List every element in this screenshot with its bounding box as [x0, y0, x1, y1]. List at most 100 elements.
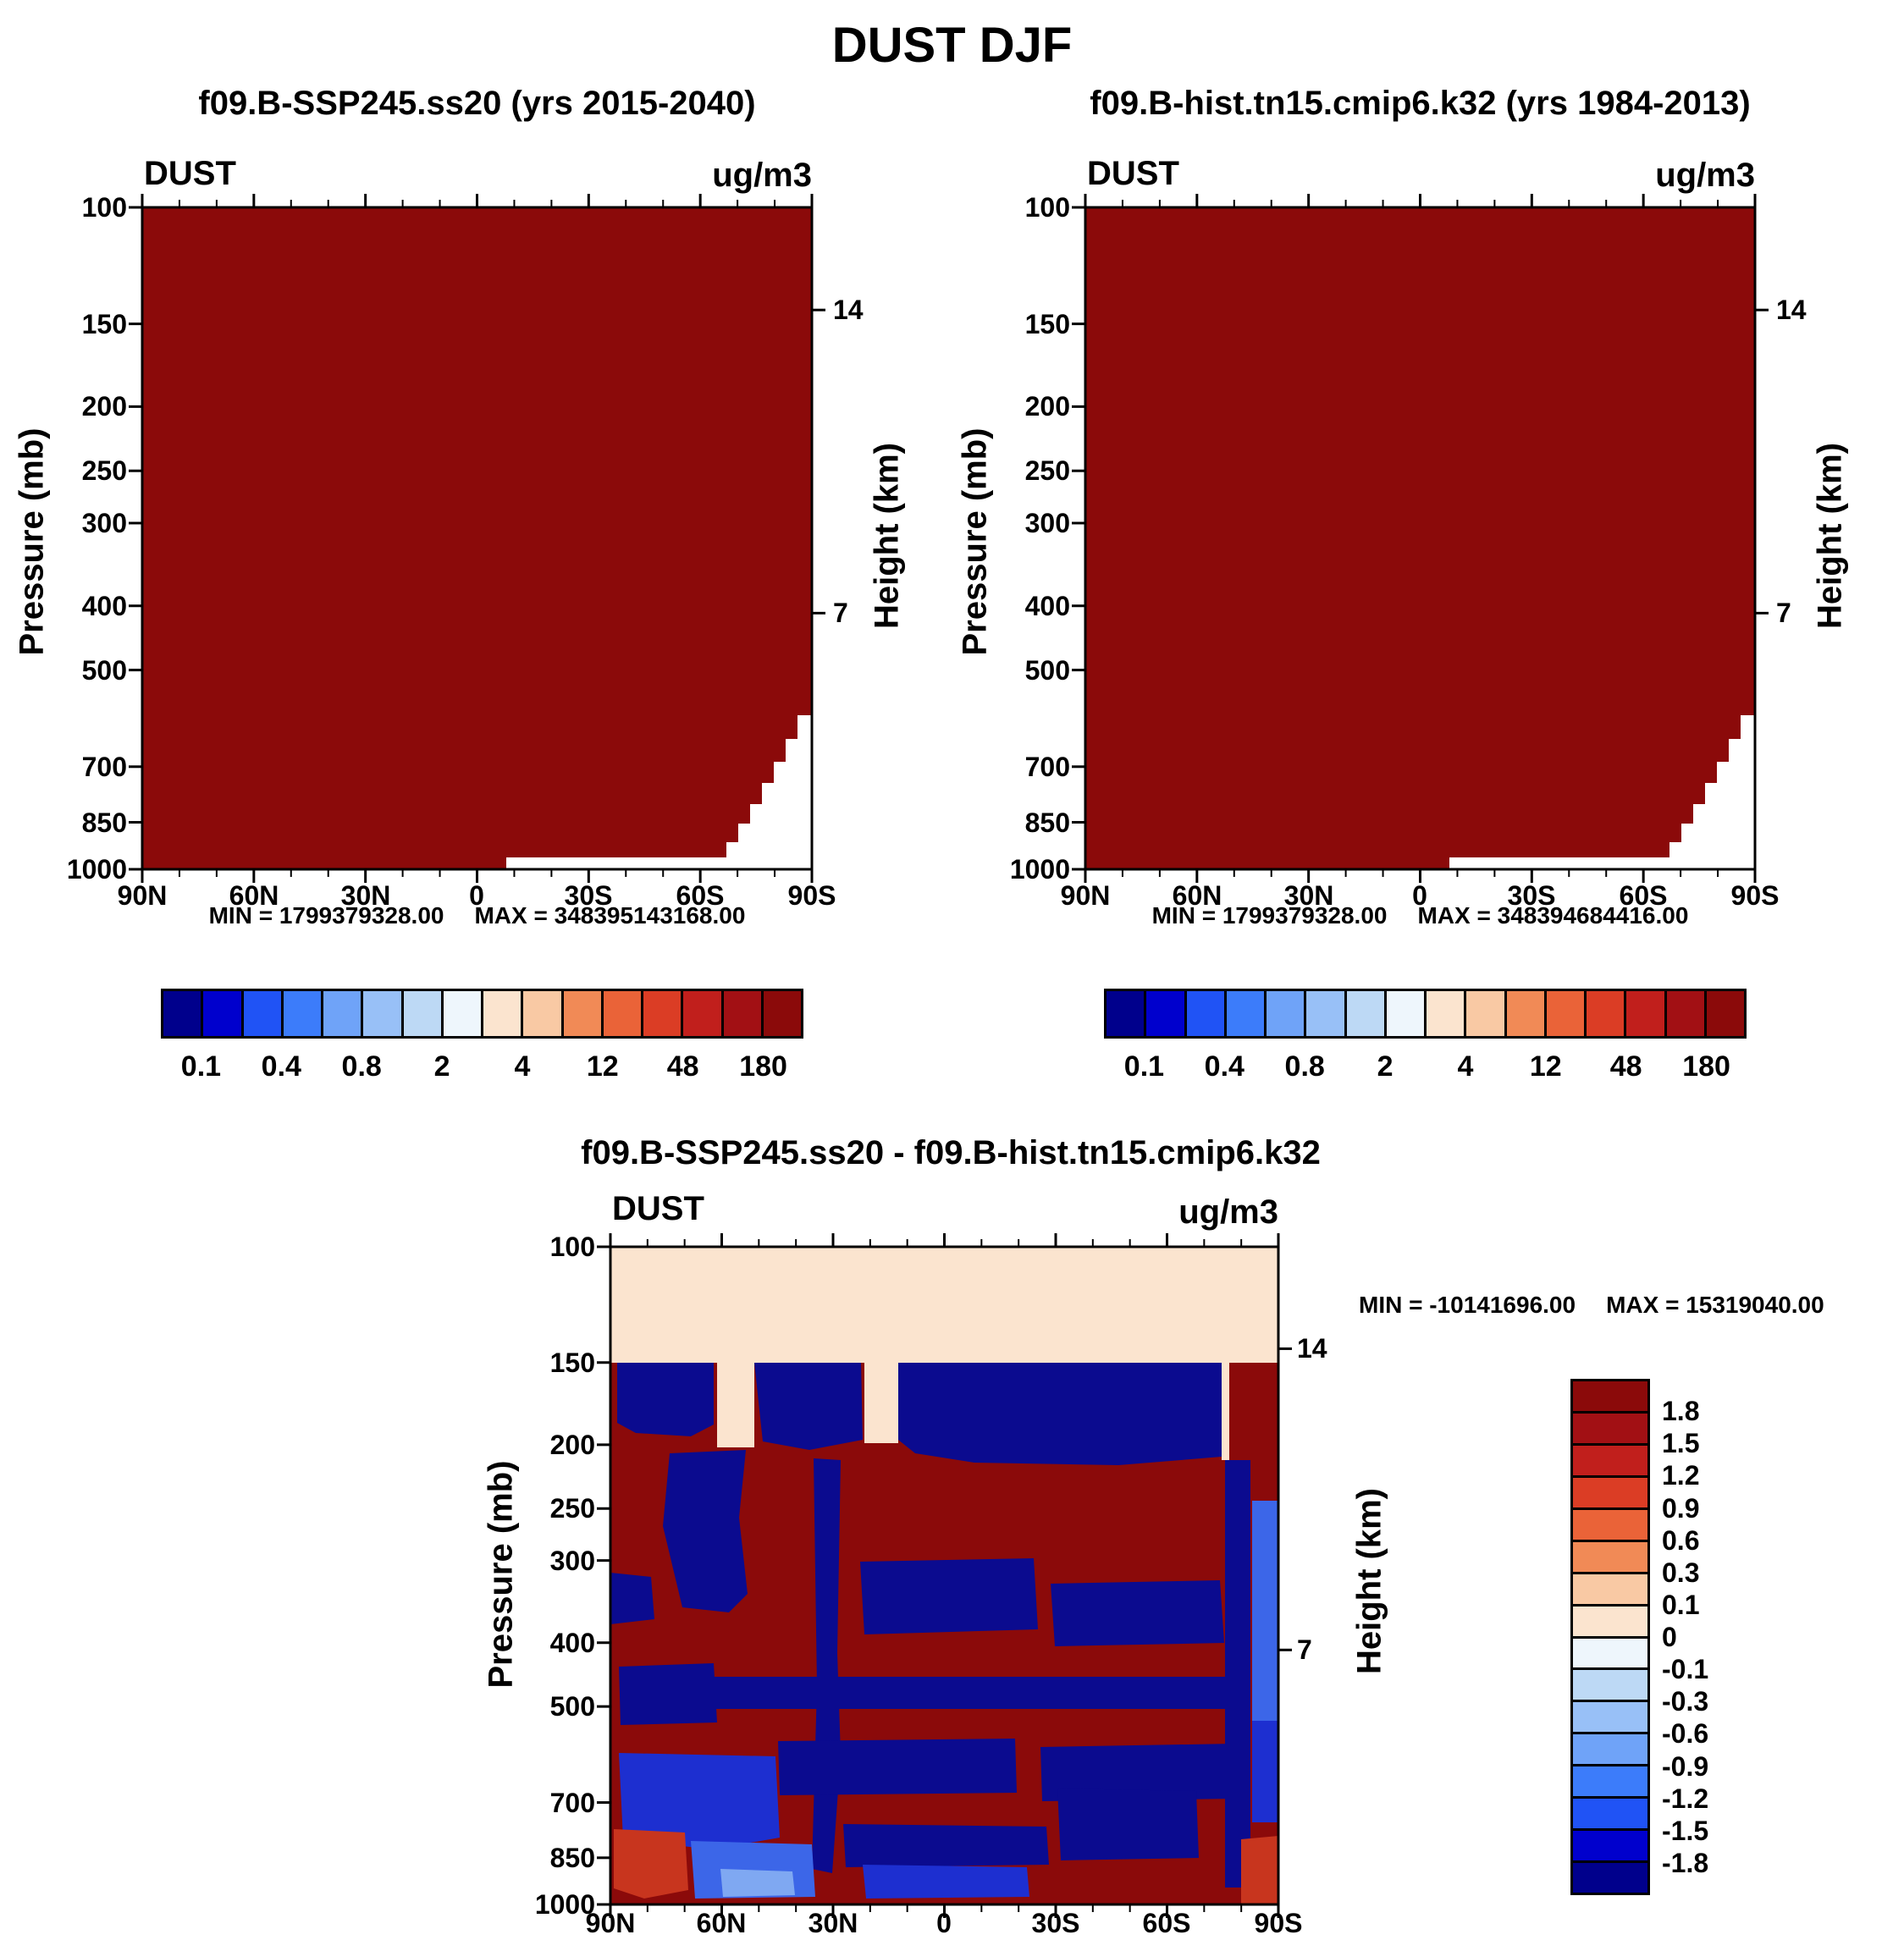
colorbar-cell — [1267, 991, 1307, 1036]
pressure-tick: 850 — [81, 807, 127, 838]
colorbar-label: 180 — [1682, 1050, 1730, 1083]
lat-tick: 60S — [1142, 1908, 1191, 1938]
colorbar-label: 4 — [514, 1050, 531, 1083]
pressure-tick: 700 — [549, 1788, 595, 1818]
pressure-tick: 100 — [549, 1232, 595, 1262]
negative-anomaly-region — [778, 1739, 1017, 1795]
colorbar-cell — [1573, 1445, 1647, 1478]
colorbar-cell — [1573, 1381, 1647, 1414]
panel1-title: f09.B-SSP245.ss20 (yrs 2015-2040) — [198, 85, 756, 122]
colorbar-label: 0.1 — [180, 1050, 222, 1083]
lat-tick: 60S — [676, 880, 725, 911]
pressure-tick: 700 — [81, 752, 127, 782]
colorbar-cell — [1226, 991, 1267, 1036]
pressure-tick: 400 — [549, 1628, 595, 1658]
colorbar-cell — [523, 991, 564, 1036]
figure-title: DUST DJF — [831, 18, 1073, 73]
pressure-tick: 500 — [1024, 655, 1070, 686]
panel2-colorbar — [1104, 989, 1747, 1039]
moderate-positive-region — [614, 1829, 688, 1899]
panel2-terrain-mask — [1449, 715, 1755, 869]
negative-anomaly-region — [1051, 1580, 1224, 1646]
colorbar-cell — [1146, 991, 1187, 1036]
colorbar-cell — [203, 991, 244, 1036]
negative-anomaly-region — [1057, 1788, 1199, 1860]
pressure-tick: 850 — [549, 1843, 595, 1873]
lat-tick: 90N — [117, 880, 168, 911]
lat-tick: 90S — [787, 880, 836, 911]
pressure-tick: 1000 — [534, 1889, 595, 1920]
moderate-negative-region — [863, 1865, 1029, 1899]
pressure-tick: 150 — [81, 309, 127, 339]
panel2-dust-field — [1085, 207, 1755, 869]
negative-anomaly-region — [754, 1363, 863, 1450]
pressure-tick: 250 — [549, 1493, 595, 1524]
colorbar-cell — [403, 991, 444, 1036]
colorbar-label: 0.8 — [1284, 1050, 1325, 1083]
panel1-colorbar-labels: 0.1 0.4 0.8 2 4 12 48 180 — [161, 1052, 803, 1086]
panel1-stats: MIN = 1799379328.00 MAX = 348395143168.0… — [142, 902, 812, 929]
moderate-negative-region — [619, 1753, 780, 1849]
panel1-cross-section-plot — [129, 194, 825, 883]
colorbar-label: 1.8 — [1662, 1396, 1700, 1426]
colorbar-cell — [1306, 991, 1347, 1036]
colorbar-cell — [1666, 991, 1707, 1036]
pressure-tick: 850 — [1024, 807, 1070, 838]
colorbar-label: 0.1 — [1662, 1590, 1700, 1620]
colorbar-label: 0 — [1662, 1622, 1677, 1652]
moderate-positive-region — [1241, 1836, 1278, 1904]
weak-positive-sliver — [1222, 1363, 1229, 1460]
panel2-height-axis-label: Height (km) — [1811, 443, 1849, 629]
weak-negative-region — [1252, 1501, 1278, 1721]
pressure-tick: 700 — [1024, 752, 1070, 782]
pressure-tick: 300 — [1024, 508, 1070, 538]
colorbar-cell — [1573, 1573, 1647, 1607]
panel1-units-label: ug/m3 — [712, 157, 812, 194]
colorbar-cell — [1573, 1606, 1647, 1639]
colorbar-cell — [1186, 991, 1227, 1036]
colorbar-cell — [1626, 991, 1667, 1036]
lat-tick: 0 — [936, 1908, 952, 1938]
colorbar-cell — [1587, 991, 1627, 1036]
pressure-tick: 200 — [549, 1430, 595, 1460]
colorbar-cell — [1573, 1670, 1647, 1703]
panel3-colorbar: 1.8 1.5 1.2 0.9 0.6 0.3 0.1 0 -0.1 -0.3 … — [1570, 1379, 1708, 1895]
negative-anomaly-band — [623, 1677, 1233, 1709]
lat-tick: 60N — [1172, 880, 1222, 911]
panel2-stats: MIN = 1799379328.00 MAX = 348394684416.0… — [1085, 902, 1755, 929]
colorbar-cell — [1706, 991, 1744, 1036]
negative-anomaly-region — [898, 1363, 1222, 1465]
colorbar-label: -1.2 — [1662, 1783, 1709, 1814]
colorbar-cell — [1573, 1477, 1647, 1510]
pressure-tick: 100 — [81, 192, 127, 223]
height-tick: 7 — [1776, 598, 1791, 628]
colorbar-cell — [563, 991, 604, 1036]
panel1-field-label: DUST — [144, 155, 236, 192]
panel1-min: MIN = 1799379328.00 — [208, 902, 444, 929]
colorbar-cell — [1427, 991, 1467, 1036]
colorbar-label: 180 — [739, 1050, 787, 1083]
colorbar-label: -0.3 — [1662, 1686, 1709, 1717]
panel2-field-label: DUST — [1087, 155, 1179, 192]
colorbar-cell — [443, 991, 483, 1036]
colorbar-cell — [603, 991, 643, 1036]
colorbar-cell — [1573, 1734, 1647, 1767]
negative-anomaly-region — [860, 1558, 1038, 1634]
pressure-tick: 200 — [81, 391, 127, 422]
panel3-difference-plot — [597, 1233, 1292, 1918]
lat-tick: 30S — [1507, 880, 1556, 911]
colorbar-label: 0.4 — [261, 1050, 301, 1083]
height-tick: 14 — [833, 295, 864, 325]
lat-tick: 90S — [1730, 880, 1780, 911]
pressure-tick: 500 — [549, 1691, 595, 1722]
colorbar-label: -1.5 — [1662, 1816, 1709, 1846]
colorbar-cell — [1573, 1413, 1647, 1446]
colorbar-cell — [283, 991, 323, 1036]
pressure-tick: 250 — [81, 455, 127, 486]
height-tick: 7 — [1297, 1634, 1312, 1665]
colorbar-label: 0.1 — [1123, 1050, 1165, 1083]
colorbar-label: 48 — [1609, 1050, 1642, 1083]
pressure-tick: 400 — [81, 591, 127, 621]
negative-anomaly-region — [610, 1573, 654, 1624]
colorbar-cell — [1573, 1799, 1647, 1832]
